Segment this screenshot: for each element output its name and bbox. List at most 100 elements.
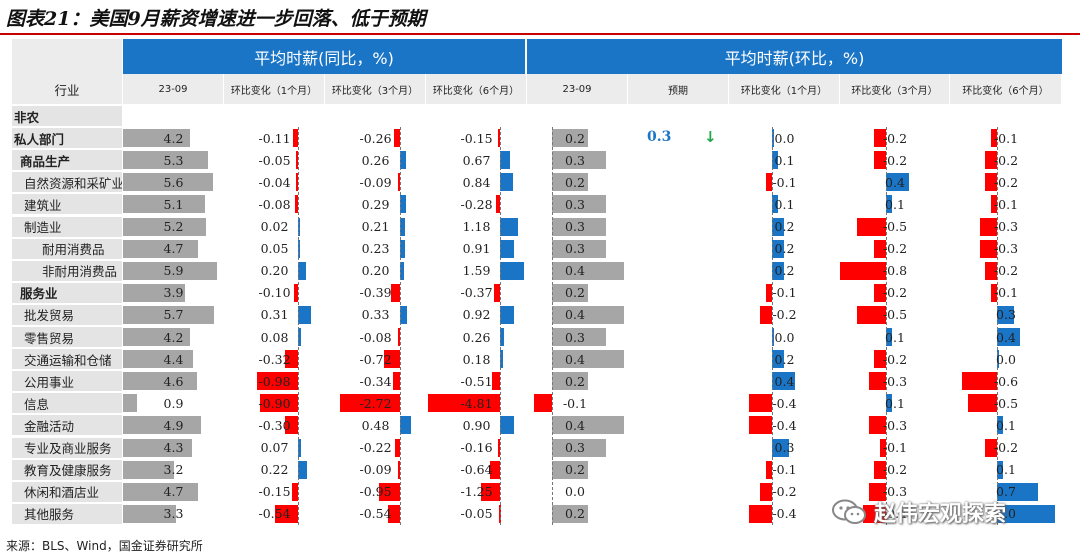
mom-level-bar bbox=[552, 350, 624, 369]
yoy-change-value: 0.18 bbox=[462, 351, 491, 367]
yoy-level-bar bbox=[123, 416, 202, 435]
mom-change-value: 0.0 bbox=[996, 351, 1016, 367]
yoy-change-value: -0.15 bbox=[460, 130, 493, 146]
mom-level-value: 0.3 bbox=[565, 196, 585, 212]
yoy-change-bar bbox=[295, 151, 298, 170]
mom-level-bar bbox=[552, 283, 588, 302]
yoy-change-value: -1.25 bbox=[460, 484, 493, 500]
mom-change-value: -0.2 bbox=[993, 440, 1019, 456]
yoy-level-bar bbox=[123, 328, 191, 347]
mom-level-value: 0.3 bbox=[565, 440, 585, 456]
yoy-change-bar bbox=[492, 372, 500, 391]
yoy-change-value: -0.54 bbox=[359, 506, 392, 522]
mom-level-value: 0.2 bbox=[565, 462, 585, 478]
yoy-change-value: -0.39 bbox=[359, 285, 392, 301]
yoy-change-bar bbox=[388, 504, 400, 523]
yoy-level-bar bbox=[123, 283, 186, 302]
yoy-change-bar bbox=[384, 350, 400, 369]
yoy-change-bar bbox=[494, 283, 500, 302]
mom-change-bar bbox=[968, 394, 997, 413]
yoy-change-value: 0.91 bbox=[462, 241, 491, 257]
yoy-change-bar bbox=[400, 195, 407, 214]
yoy-change-bar bbox=[298, 438, 301, 457]
mom-change-value: -0.2 bbox=[882, 241, 908, 257]
yoy-change-value: -2.72 bbox=[359, 395, 392, 411]
yoy-change-bar bbox=[400, 305, 408, 324]
mom-level-bar bbox=[552, 328, 606, 347]
yoy-change-bar bbox=[340, 394, 400, 413]
mom-change-bar bbox=[991, 283, 997, 302]
mom-change-bar bbox=[748, 504, 772, 523]
mom-change-value: 1.0 bbox=[996, 506, 1016, 522]
yoy-change-value: 0.84 bbox=[462, 174, 491, 190]
yoy-change-value: -0.72 bbox=[359, 351, 392, 367]
mom-change-value: 0.1 bbox=[774, 196, 795, 212]
mom-change-bar bbox=[772, 239, 784, 258]
mom-change-value: 0.2 bbox=[774, 351, 795, 367]
mom-change-bar bbox=[997, 482, 1038, 501]
yoy-change-value: -0.32 bbox=[258, 351, 291, 367]
yoy-change-value: -0.09 bbox=[359, 462, 392, 478]
row-label: 制造业 bbox=[12, 216, 122, 237]
row-label: 专业及商业服务 bbox=[12, 437, 122, 458]
yoy-change-bar bbox=[495, 195, 500, 214]
yoy-level-bar bbox=[123, 129, 191, 148]
row-label: 服务业 bbox=[12, 282, 122, 303]
mom-change-bar bbox=[868, 416, 886, 435]
mom-level-value: 0.3 bbox=[565, 219, 585, 235]
mom-level-value: 0.2 bbox=[565, 174, 585, 190]
yoy-change-bar bbox=[500, 305, 514, 324]
yoy-level-bar bbox=[123, 217, 207, 236]
mom-change-value: 0.4 bbox=[885, 174, 905, 190]
mom-change-value: -0.1 bbox=[993, 285, 1019, 301]
yoy-change-bar bbox=[293, 129, 298, 148]
yoy-change-bar bbox=[400, 416, 411, 435]
header-group-yoy: 平均时薪(同比，%) bbox=[123, 39, 525, 74]
yoy-change-value: -0.28 bbox=[460, 196, 493, 212]
zero-axis bbox=[997, 127, 998, 525]
yoy-change-bar bbox=[400, 151, 406, 170]
yoy-level-value: 4.2 bbox=[163, 329, 184, 345]
yoy-change-value: -0.95 bbox=[359, 484, 392, 500]
mom-change-value: -0.6 bbox=[993, 373, 1019, 389]
mom-change-bar bbox=[874, 350, 886, 369]
mom-change-bar bbox=[979, 217, 997, 236]
yoy-level-bar bbox=[123, 394, 138, 413]
mom-level-bar bbox=[552, 239, 606, 258]
mom-level-value: 0.4 bbox=[565, 351, 585, 367]
mom-change-bar bbox=[772, 151, 778, 170]
yoy-change-bar bbox=[500, 217, 518, 236]
mom-change-value: -0.3 bbox=[993, 219, 1019, 235]
yoy-level-bar bbox=[123, 151, 208, 170]
mom-change-value: 0.1 bbox=[996, 462, 1016, 478]
row-label: 信息 bbox=[12, 393, 122, 414]
row-label: 零售贸易 bbox=[12, 327, 122, 348]
mom-change-bar bbox=[772, 195, 778, 214]
yoy-level-value: 4.2 bbox=[163, 130, 184, 146]
yoy-change-value: -0.90 bbox=[258, 395, 291, 411]
mom-change-value: -0.5 bbox=[993, 395, 1019, 411]
yoy-change-bar bbox=[500, 261, 524, 280]
mom-change-bar bbox=[862, 504, 886, 523]
mom-change-value: -0.2 bbox=[882, 130, 908, 146]
yoy-level-value: 4.9 bbox=[163, 417, 184, 433]
yoy-change-value: 0.20 bbox=[361, 263, 390, 279]
mom-change-value: 0.0 bbox=[774, 130, 795, 146]
yoy-change-value: -0.22 bbox=[359, 440, 392, 456]
yoy-change-bar bbox=[394, 129, 400, 148]
mom-change-bar bbox=[772, 372, 796, 391]
mom-change-value: 0.1 bbox=[996, 417, 1016, 433]
yoy-change-value: 0.22 bbox=[260, 462, 289, 478]
mom-change-bar bbox=[760, 305, 772, 324]
yoy-change-bar bbox=[427, 394, 500, 413]
mom-change-value: 0.7 bbox=[996, 484, 1016, 500]
mom-level-bar bbox=[552, 438, 606, 457]
row-label: 其他服务 bbox=[12, 503, 122, 524]
yoy-change-value: -0.30 bbox=[258, 417, 291, 433]
mom-change-value: -0.4 bbox=[772, 395, 797, 411]
yoy-level-value: 5.2 bbox=[163, 219, 184, 235]
yoy-change-value: -0.34 bbox=[359, 373, 392, 389]
yoy-change-value: -0.64 bbox=[460, 462, 493, 478]
yoy-change-value: -0.15 bbox=[258, 484, 291, 500]
yoy-change-bar bbox=[392, 372, 400, 391]
